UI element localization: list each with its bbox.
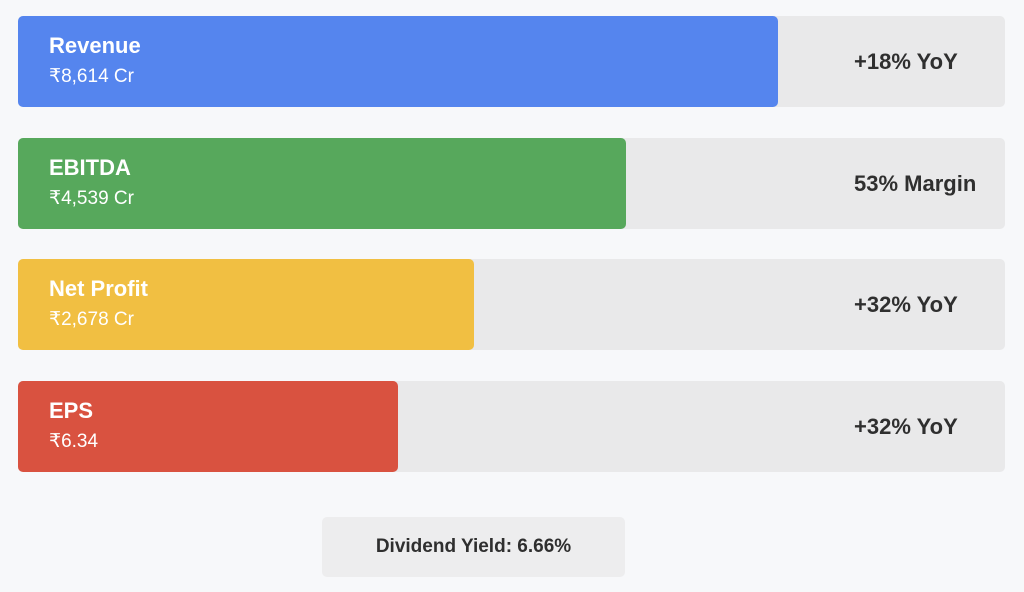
bar-note-revenue: +18% YoY — [854, 49, 958, 74]
bar-net-profit: Net Profit ₹2,678 Cr — [18, 259, 474, 350]
bar-track-revenue: Revenue ₹8,614 Cr +18% YoY — [18, 16, 1005, 107]
bar-track-eps: EPS ₹6.34 +32% YoY — [18, 381, 1005, 472]
bar-revenue: Revenue ₹8,614 Cr — [18, 16, 778, 107]
bar-value-net-profit: ₹2,678 Cr — [49, 309, 134, 330]
bar-value-ebitda: ₹4,539 Cr — [49, 188, 134, 209]
bar-value-eps: ₹6.34 — [49, 431, 99, 452]
bar-note-net-profit: +32% YoY — [854, 292, 958, 317]
bar-track-net-profit: Net Profit ₹2,678 Cr +32% YoY — [18, 259, 1005, 350]
bar-label-ebitda: EBITDA — [49, 155, 131, 180]
bar-track-ebitda: EBITDA ₹4,539 Cr 53% Margin — [18, 138, 1005, 229]
dividend-yield-badge: Dividend Yield: 6.66% — [322, 517, 625, 577]
bar-ebitda: EBITDA ₹4,539 Cr — [18, 138, 626, 229]
bar-note-ebitda: 53% Margin — [854, 171, 977, 196]
bar-label-eps: EPS — [49, 398, 94, 423]
bar-eps: EPS ₹6.34 — [18, 381, 398, 472]
bar-label-net-profit: Net Profit — [49, 276, 148, 301]
bar-value-revenue: ₹8,614 Cr — [49, 66, 134, 87]
bar-label-revenue: Revenue — [49, 33, 141, 58]
bar-note-eps: +32% YoY — [854, 414, 958, 439]
